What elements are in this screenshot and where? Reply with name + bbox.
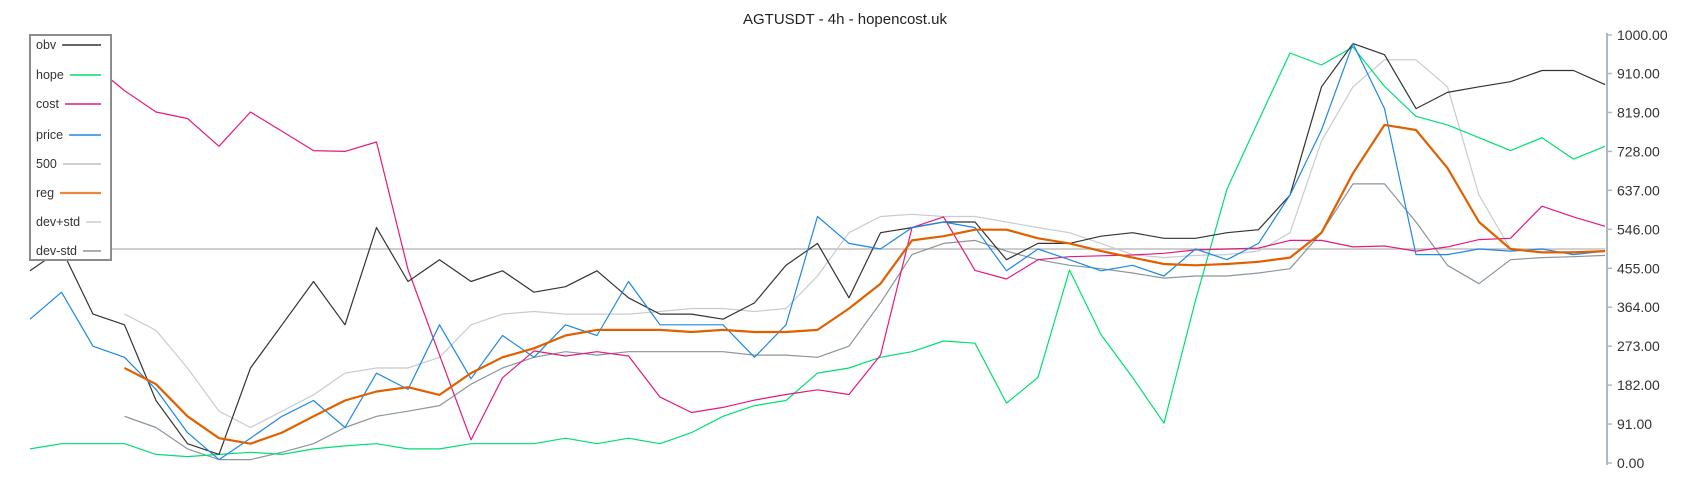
y-tick-label: 0.00 [1617,455,1644,471]
legend-label: hope [36,68,64,82]
legend-item-500[interactable]: 500 [36,157,101,171]
series-line-dev-std [124,59,1605,429]
y-tick-label: 819.00 [1617,104,1660,120]
legend-label: cost [36,97,59,111]
y-tick-label: 546.00 [1617,221,1660,237]
y-tick-label: 455.00 [1617,260,1660,276]
legend-item-price[interactable]: price [36,128,101,142]
series-line-reg [123,123,1606,445]
series-line-cost [29,51,1606,441]
legend-item-dev-std[interactable]: dev-std [36,244,101,258]
legend-label: reg [36,186,54,200]
y-tick-label: 728.00 [1617,143,1660,159]
y-tick-label: 273.00 [1617,338,1660,354]
y-tick-label: 91.00 [1617,416,1652,432]
y-tick-label: 182.00 [1617,377,1660,393]
series-line-price [29,43,1606,461]
y-axis: 0.00 91.00 182.00 273.00 364.00 455.00 546.00 6… [1606,27,1668,471]
y-tick-label: 1000.00 [1617,27,1668,43]
chart-title: AGTUSDT - 4h - hopencost.uk [743,11,947,28]
series-line-obv [29,43,1606,455]
legend-label: dev+std [36,215,80,229]
legend-label: price [36,128,63,142]
legend-item-hope[interactable]: hope [36,68,101,82]
legend-label: obv [36,38,57,52]
legend-item-reg[interactable]: reg [36,186,101,200]
series-layer [29,43,1606,461]
legend-item-cost[interactable]: cost [36,97,101,111]
y-tick-label: 910.00 [1617,66,1660,82]
legend-label: 500 [36,157,57,171]
series-line-hope [29,46,1606,458]
legend: obv hope cost price 500 reg dev+std dev-std [29,34,112,261]
legend-label: dev-std [36,244,77,258]
legend-item-obv[interactable]: obv [36,38,101,52]
y-tick-label: 364.00 [1617,299,1660,315]
series-line-dev-std [124,183,1606,461]
legend-item-dev-std[interactable]: dev+std [36,215,101,229]
y-tick-label: 637.00 [1617,182,1660,198]
